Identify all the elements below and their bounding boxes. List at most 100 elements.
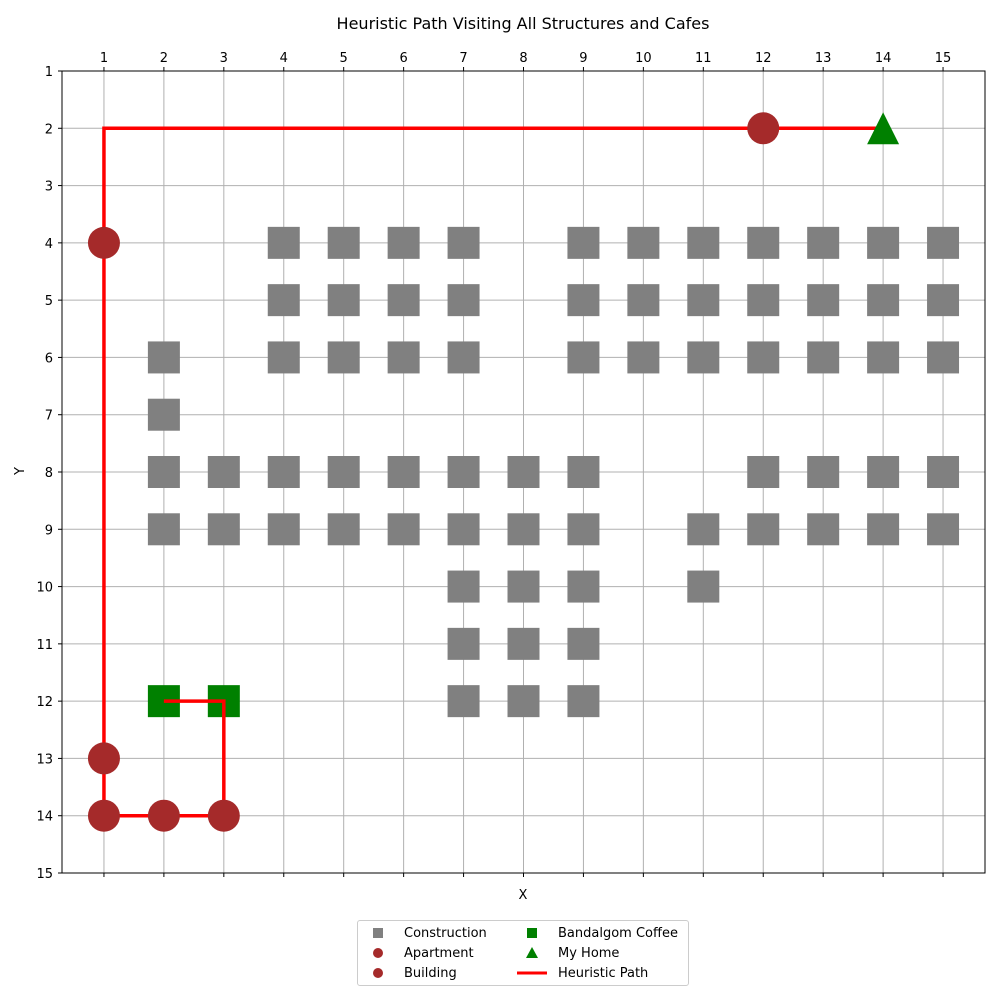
apartment-marker [87,226,120,259]
construction-marker [747,226,780,259]
construction-marker [567,341,600,374]
construction-marker [147,341,180,374]
construction-marker [687,284,720,317]
x-tick-label: 9 [579,51,587,66]
construction-marker [927,513,960,546]
y-tick-label: 14 [36,810,53,825]
construction-marker [387,226,420,259]
construction-marker [567,456,600,488]
y-tick-label: 3 [45,180,53,195]
legend-label: Bandalgom Coffee [558,925,678,941]
building-marker [87,799,120,832]
construction-marker [447,570,480,603]
legend-item-my-home: My Home [516,943,619,963]
chart-title: Heuristic Path Visiting All Structures a… [337,14,710,33]
apartment-marker [87,742,120,775]
construction-marker [747,341,780,374]
construction-marker [327,513,360,546]
construction-marker [567,284,600,317]
construction-marker [927,284,960,317]
x-tick-label: 14 [875,51,892,66]
construction-marker [327,456,360,488]
legend-square-icon [516,923,548,943]
building-marker [147,799,180,832]
legend-label: Construction [404,925,487,941]
construction-marker [267,513,300,546]
data-marks [87,112,960,832]
construction-marker [867,341,900,374]
construction-marker [927,341,960,374]
y-tick-label: 2 [45,122,53,137]
y-tick-label: 4 [45,237,53,252]
construction-marker [567,226,600,259]
construction-marker [207,456,240,488]
legend-label: Apartment [404,945,474,961]
construction-marker [807,456,840,488]
construction-marker [447,685,480,718]
y-tick-label: 11 [36,638,53,653]
y-tick-label: 15 [36,867,53,882]
construction-marker [327,226,360,259]
construction-marker [207,513,240,546]
construction-marker [567,513,600,546]
construction-marker [267,341,300,374]
construction-marker [327,284,360,317]
construction-marker [927,456,960,488]
construction-marker [147,513,180,546]
construction-marker [807,284,840,317]
y-tick-label: 6 [45,351,53,366]
y-tick-label: 1 [45,65,53,80]
home-marker [867,112,900,145]
construction-marker [747,284,780,317]
construction-marker [807,226,840,259]
x-tick-label: 7 [459,51,467,66]
y-tick-label: 13 [36,752,53,767]
construction-marker [687,570,720,603]
construction-marker [567,570,600,603]
legend-circle-icon [362,963,394,983]
y-tick-label: 7 [45,409,53,424]
construction-marker [507,513,540,546]
construction-marker [807,341,840,374]
x-tick-label: 11 [695,51,712,66]
x-tick-label: 13 [815,51,832,66]
x-tick-label: 12 [755,51,772,66]
construction-marker [387,456,420,488]
x-tick-label: 8 [519,51,527,66]
x-tick-label: 3 [220,51,228,66]
legend-line-icon [516,963,548,983]
construction-marker [627,226,660,259]
construction-marker [447,456,480,488]
legend-circle-icon [362,943,394,963]
construction-marker [267,284,300,317]
x-tick-label: 15 [935,51,952,66]
x-tick-label: 1 [100,51,108,66]
construction-marker [447,513,480,546]
construction-marker [807,513,840,546]
y-tick-label: 5 [45,294,53,309]
x-tick-label: 4 [280,51,288,66]
apartment-marker [747,112,780,145]
legend-item-construction: Construction [362,923,487,943]
construction-marker [627,341,660,374]
x-tick-label: 6 [399,51,407,66]
legend-label: Heuristic Path [558,965,649,981]
y-tick-label: 9 [45,523,53,538]
y-tick-label: 12 [36,695,53,710]
x-tick-label: 2 [160,51,168,66]
construction-marker [447,341,480,374]
construction-marker [387,284,420,317]
construction-marker [747,456,780,488]
y-tick-label: 10 [36,581,53,596]
building-marker [207,799,240,832]
construction-marker [447,284,480,317]
construction-marker [327,341,360,374]
legend-item-apartment: Apartment [362,943,474,963]
legend-label: My Home [558,945,620,961]
construction-marker [867,456,900,488]
y-tick-label: 8 [45,466,53,481]
construction-marker [507,570,540,603]
construction-marker [447,226,480,259]
construction-marker [387,341,420,374]
